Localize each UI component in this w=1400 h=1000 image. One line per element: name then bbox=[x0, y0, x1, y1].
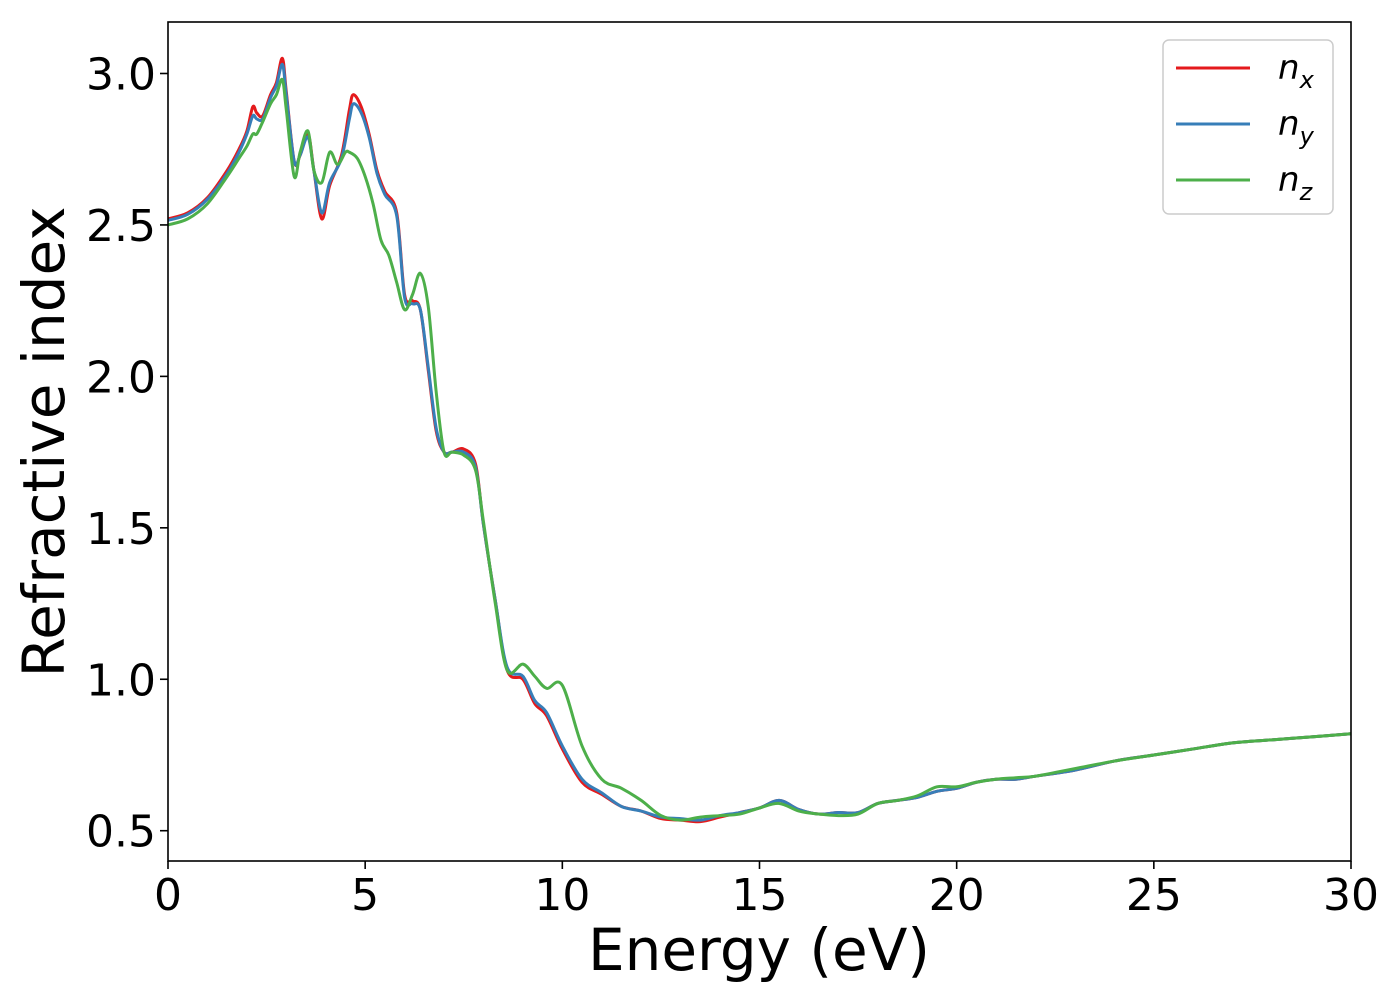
x-tick-label: 15 bbox=[732, 870, 788, 921]
legend-label-main: n bbox=[1278, 48, 1300, 88]
y-tick-label: 3.0 bbox=[86, 49, 156, 100]
legend-label-subscript: x bbox=[1299, 66, 1315, 94]
legend-label-subscript: y bbox=[1299, 122, 1315, 150]
x-tick-label: 5 bbox=[351, 870, 379, 921]
legend-box bbox=[1162, 39, 1334, 215]
y-tick-label: 1.0 bbox=[86, 655, 156, 706]
series-line-nz bbox=[168, 77, 1351, 822]
x-tick-label: 0 bbox=[154, 870, 182, 921]
plot-lines bbox=[168, 56, 1351, 824]
y-tick-label: 2.5 bbox=[86, 201, 156, 252]
legend-label-nx: nx bbox=[1278, 48, 1315, 94]
y-tick-label: 2.0 bbox=[86, 352, 156, 403]
legend-label-nz: nz bbox=[1278, 160, 1314, 206]
legend-label-main: n bbox=[1278, 104, 1300, 144]
axes: 0 5 10 15 20 25 30 0.5 1.0 1.5 2.0 2.5 3.0 bbox=[86, 21, 1379, 921]
legend-label-ny: ny bbox=[1278, 104, 1315, 150]
x-tick-label: 25 bbox=[1126, 870, 1182, 921]
x-tick-label: 20 bbox=[929, 870, 985, 921]
legend-label-main: n bbox=[1278, 160, 1300, 200]
x-tick-label: 10 bbox=[534, 870, 590, 921]
x-axis-label: Energy (eV) bbox=[588, 916, 930, 984]
legend-label-subscript: z bbox=[1299, 178, 1314, 206]
x-tick-label: 30 bbox=[1323, 870, 1379, 921]
y-tick-label: 0.5 bbox=[86, 807, 156, 858]
y-tick-label: 1.5 bbox=[86, 504, 156, 555]
y-axis-label: Refractive index bbox=[10, 206, 78, 677]
